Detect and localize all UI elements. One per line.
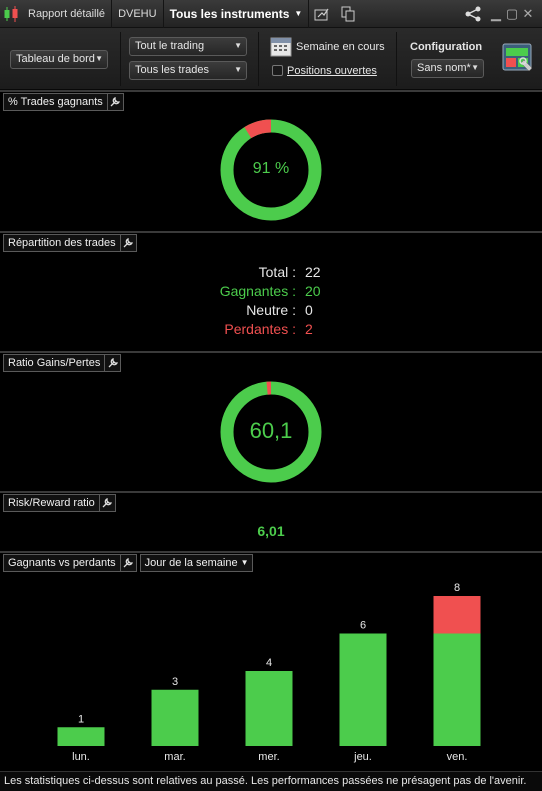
close-icon[interactable]: ✕ (522, 6, 534, 21)
configuration-dropdown[interactable]: Sans nom* ▼ (411, 59, 484, 78)
x-tick-label: ven. (447, 751, 468, 763)
x-tick-label: jeu. (353, 751, 372, 763)
losers-bar (433, 596, 481, 634)
distribution-value: 20 (305, 283, 321, 299)
loss-arc (220, 381, 322, 483)
trade-distribution-panel: Répartition des trades Total : 22 Gagnante… (0, 231, 542, 351)
bar-total-label: 1 (78, 713, 84, 725)
winners-bar (57, 727, 105, 746)
loss-arc (220, 119, 322, 221)
winners-bar (245, 671, 293, 746)
win-percentage-value: 91 % (252, 160, 290, 177)
chevron-down-icon: ▼ (294, 9, 303, 18)
grouping-dropdown[interactable]: Jour de la semaine ▼ (139, 554, 253, 572)
x-tick-label: lun. (72, 751, 90, 763)
chevron-down-icon: ▼ (95, 54, 103, 63)
winners-vs-losers-panel: Gagnants vs perdants Jour de la semaine … (0, 551, 542, 771)
distribution-label: Perdantes : (224, 321, 296, 337)
dashboard-dropdown[interactable]: Tableau de bord ▼ (10, 50, 108, 69)
distribution-row: Gagnantes : 20 (0, 283, 542, 301)
winners-bar (339, 633, 387, 746)
configuration-settings-icon[interactable] (502, 42, 534, 77)
x-tick-label: mer. (258, 751, 279, 763)
distribution-label: Neutre : (246, 302, 296, 318)
gain-loss-ratio-value: 60,1 (249, 418, 293, 443)
maximize-icon[interactable]: ▢ (505, 6, 519, 21)
toolbar: Tableau de bord ▼ Tout le trading ▼ Tous… (0, 28, 542, 90)
candlestick-logo-icon (0, 0, 22, 28)
configuration-title: Configuration (410, 41, 483, 53)
disclaimer: Les statistiques ci-dessus sont relative… (0, 771, 542, 791)
tab-detailed-report[interactable]: Rapport détaillé (22, 0, 113, 28)
bar-total-label: 3 (172, 676, 178, 688)
x-tick-label: mar. (164, 751, 185, 763)
trading-filter-label: Tout le trading (135, 40, 205, 52)
share-icon[interactable] (458, 0, 488, 28)
wrench-icon[interactable] (107, 93, 124, 111)
panel-title: Répartition des trades (3, 234, 121, 252)
chevron-down-icon: ▼ (240, 558, 249, 567)
win-percentage-panel: % Trades gagnants 91 % (0, 90, 542, 231)
distribution-row: Total : 22 (0, 264, 542, 282)
account-tab[interactable]: DVEHU (112, 0, 164, 28)
win-percentage-donut: 91 % (219, 118, 323, 222)
wrench-icon[interactable] (120, 554, 137, 572)
gain-loss-ratio-donut: 60,1 (219, 380, 323, 484)
distribution-value: 2 (305, 321, 313, 337)
chevron-down-icon: ▼ (471, 63, 479, 72)
open-positions-checkbox[interactable] (272, 65, 283, 76)
wrench-icon[interactable] (99, 494, 116, 512)
panel-title: Risk/Reward ratio (3, 494, 100, 512)
trades-filter-label: Tous les trades (135, 64, 209, 76)
instrument-selector-label: Tous les instruments (169, 6, 290, 21)
wrench-icon[interactable] (120, 234, 137, 252)
distribution-label: Gagnantes : (219, 283, 296, 299)
distribution-row: Neutre : 0 (0, 302, 542, 320)
copy-icon[interactable] (335, 0, 361, 28)
minimize-icon[interactable]: ▁ (491, 6, 501, 21)
trading-filter-dropdown[interactable]: Tout le trading ▼ (129, 37, 247, 56)
chevron-down-icon: ▼ (234, 41, 242, 50)
risk-reward-panel: Risk/Reward ratio 6,01 (0, 491, 542, 551)
distribution-value: 22 (305, 264, 321, 280)
open-positions-label[interactable]: Positions ouvertes (287, 65, 377, 77)
panel-title: % Trades gagnants (3, 93, 108, 111)
distribution-label: Total : (258, 264, 296, 280)
distribution-row: Perdantes : 2 (0, 321, 542, 339)
instrument-selector[interactable]: Tous les instruments ▼ (164, 0, 310, 28)
gain-loss-ratio-panel: Ratio Gains/Pertes 60,1 (0, 351, 542, 491)
dashboard-dropdown-label: Tableau de bord (16, 53, 95, 65)
distribution-value: 0 (305, 302, 313, 318)
bar-total-label: 6 (360, 620, 366, 632)
winners-bar (433, 633, 481, 746)
export-icon[interactable] (309, 0, 335, 28)
bar-total-label: 4 (266, 657, 272, 669)
chevron-down-icon: ▼ (234, 65, 242, 74)
bar-total-label: 8 (454, 582, 460, 594)
calendar-icon[interactable] (270, 35, 292, 60)
period-label[interactable]: Semaine en cours (296, 41, 385, 53)
wrench-icon[interactable] (105, 354, 122, 372)
panel-title: Ratio Gains/Pertes (3, 354, 106, 372)
configuration-dropdown-label: Sans nom* (417, 62, 471, 74)
title-bar: Rapport détaillé DVEHU Tous les instrume… (0, 0, 542, 28)
trades-filter-dropdown[interactable]: Tous les trades ▼ (129, 61, 247, 80)
winners-losers-bar-chart: 1 lun. 3 mar. 4 mer. 6 jeu. 8 ven. (57, 582, 481, 763)
winners-bar (151, 689, 199, 746)
risk-reward-value: 6,01 (257, 523, 285, 539)
grouping-dropdown-label: Jour de la semaine (144, 557, 238, 569)
panel-title: Gagnants vs perdants (3, 554, 121, 572)
